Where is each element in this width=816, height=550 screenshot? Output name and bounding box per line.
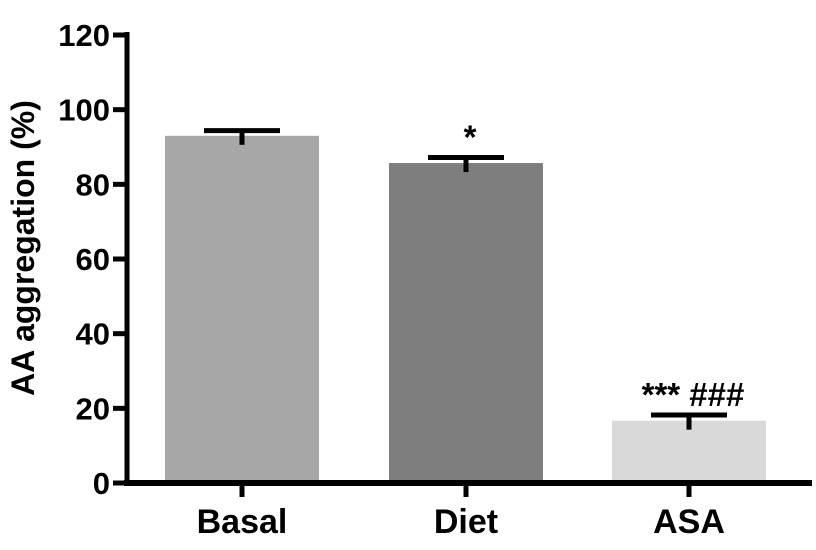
bar-diet — [389, 163, 543, 483]
significance-annotation-diet: * — [464, 118, 477, 155]
y-axis-tick-label-120: 120 — [58, 18, 110, 53]
y-axis-tick-label-100: 100 — [58, 93, 110, 128]
x-axis-label-diet: Diet — [434, 503, 498, 541]
y-axis-tick-label-0: 0 — [93, 466, 110, 501]
y-axis-tick-label-20: 20 — [76, 391, 110, 426]
bar-basal — [165, 135, 319, 484]
y-axis-tick-label-60: 60 — [76, 242, 110, 277]
bar-asa — [612, 420, 766, 483]
x-axis-label-basal: Basal — [197, 503, 288, 541]
significance-annotation-asa: *** ### — [642, 376, 745, 413]
y-axis-tick-label-80: 80 — [76, 167, 110, 202]
y-axis-title: AA aggregation (%) — [5, 100, 41, 396]
x-axis-label-asa: ASA — [653, 503, 725, 541]
y-axis-tick-label-40: 40 — [76, 317, 110, 352]
